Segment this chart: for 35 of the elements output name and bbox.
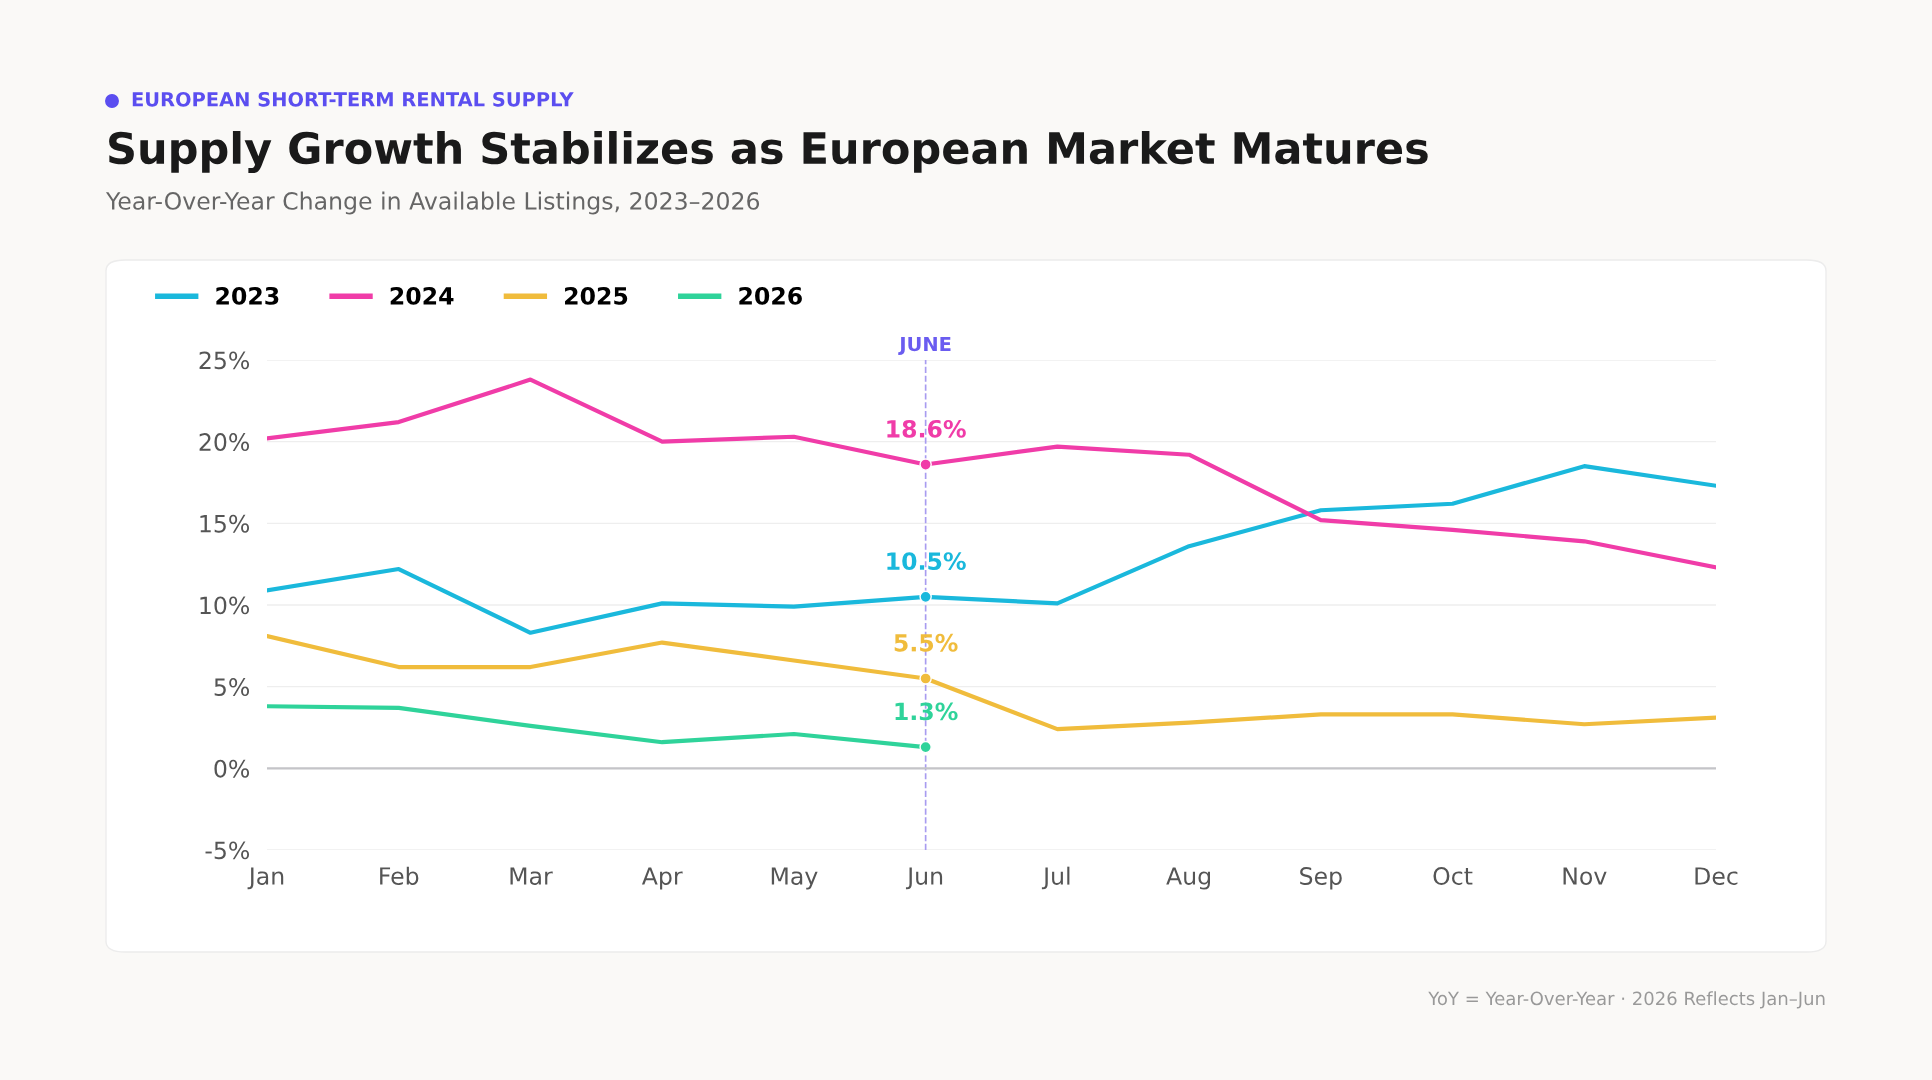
legend-label: 2023 [216, 286, 279, 305]
data-label: 10.5% [887, 552, 966, 571]
data-label: 5.5% [894, 633, 958, 652]
x-tick-label: Jun [905, 867, 943, 890]
x-tick-label: Nov [1563, 867, 1607, 885]
data-label: 1.3% [895, 702, 958, 721]
legend-label: 2025 [565, 286, 628, 305]
x-tick-label: Mar [510, 867, 553, 885]
x-tick-label: May [771, 867, 818, 890]
text: YoY = Year-Over-Year · 2026 Reflects Jan–Jun [1428, 991, 1825, 1009]
text: EUROPEAN SHORT-TERM RENTAL SUPPLY [132, 91, 574, 107]
y-tick-label: 10% [200, 596, 250, 615]
y-tick-label: 5% [214, 678, 250, 696]
x-tick-label: Apr [641, 867, 683, 890]
x-tick-label: Dec [1695, 867, 1738, 885]
x-tick-label: Oct [1433, 867, 1473, 885]
legend-label: 2024 [390, 286, 454, 305]
chart-subtitle: Year-Over-Year Change in Available Listings, 2023–2026 [105, 191, 760, 215]
x-tick-label: Feb [380, 866, 419, 885]
y-tick-label: 0% [214, 759, 250, 778]
chart-title: Supply Growth Stabilizes as European Market Matures [109, 131, 1428, 173]
line-series [267, 464, 1716, 635]
ref-line-label: JUNE [898, 336, 951, 355]
x-tick-label: Aug [1166, 867, 1210, 890]
x-tick-label: Sep [1300, 867, 1342, 890]
x-tick-label: Jul [1041, 866, 1070, 890]
y-tick-label: -5% [205, 841, 250, 860]
y-tick-label: 15% [200, 514, 250, 533]
x-tick-label: Jan [247, 867, 284, 890]
line-series [267, 377, 1716, 570]
line-series [267, 633, 1716, 732]
legend-label: 2026 [739, 286, 802, 305]
data-label: 18.6% [887, 419, 966, 438]
y-tick-label: 20% [199, 433, 250, 451]
y-tick-label: 25% [199, 351, 250, 370]
